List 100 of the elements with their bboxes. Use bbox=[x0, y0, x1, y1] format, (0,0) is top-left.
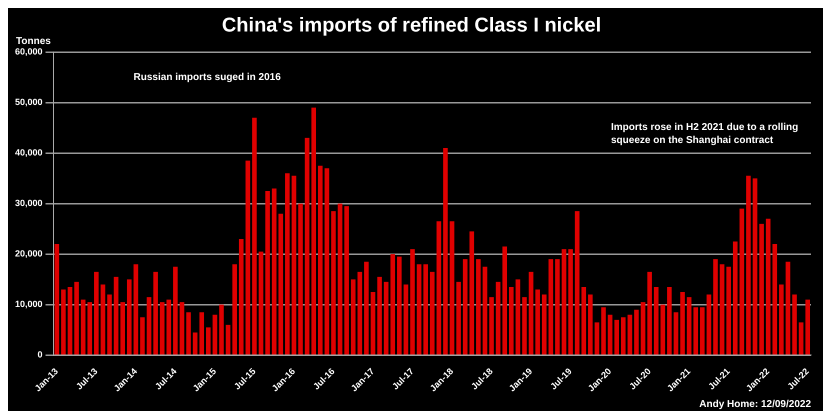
bar bbox=[450, 221, 454, 354]
annotation: Imports rose in H2 2021 due to a rolling squeeze on the Shanghai contract bbox=[611, 122, 798, 146]
bar bbox=[153, 272, 158, 354]
bar bbox=[350, 279, 356, 354]
bar bbox=[344, 206, 349, 354]
bar bbox=[779, 284, 784, 354]
bar bbox=[798, 322, 804, 354]
bar bbox=[594, 322, 600, 354]
bar bbox=[562, 249, 566, 354]
bar bbox=[232, 264, 237, 354]
y-axis-title: Tonnes bbox=[16, 36, 52, 47]
bar bbox=[397, 256, 402, 354]
bar bbox=[278, 214, 284, 354]
bar bbox=[805, 300, 810, 354]
bar bbox=[87, 302, 92, 354]
bar bbox=[61, 290, 66, 354]
bar bbox=[667, 286, 672, 354]
bar bbox=[555, 259, 560, 354]
bar bbox=[258, 252, 264, 354]
bar bbox=[120, 302, 125, 354]
y-tick-label: 50,000 bbox=[14, 97, 43, 108]
bar bbox=[54, 244, 60, 354]
bar bbox=[766, 218, 770, 354]
bar bbox=[114, 276, 118, 354]
bar bbox=[173, 266, 178, 354]
bar bbox=[436, 221, 442, 354]
bar bbox=[516, 279, 520, 354]
bar bbox=[608, 314, 612, 354]
bar bbox=[384, 282, 388, 354]
chart-title: China's imports of refined Class I nickel bbox=[222, 14, 602, 37]
y-tick-label: 0 bbox=[38, 350, 43, 360]
bar bbox=[720, 264, 724, 354]
bar bbox=[496, 282, 500, 354]
bar bbox=[713, 259, 718, 354]
bar bbox=[462, 259, 468, 354]
bar bbox=[706, 294, 712, 354]
bar bbox=[430, 272, 435, 354]
bar bbox=[548, 259, 554, 354]
bar bbox=[693, 307, 698, 354]
bar bbox=[212, 314, 218, 354]
bar bbox=[80, 300, 86, 354]
bar bbox=[759, 224, 764, 354]
bar bbox=[238, 238, 244, 354]
bar bbox=[370, 292, 376, 354]
bar bbox=[206, 327, 211, 354]
bar bbox=[772, 244, 778, 354]
y-tick-label: 10,000 bbox=[14, 299, 43, 310]
bar bbox=[298, 204, 303, 354]
bar bbox=[292, 176, 296, 354]
bar bbox=[614, 320, 619, 354]
bar bbox=[581, 286, 586, 354]
bar bbox=[628, 314, 632, 354]
bar bbox=[304, 138, 310, 354]
bar bbox=[324, 168, 330, 354]
y-tick-label: 20,000 bbox=[14, 248, 43, 259]
bar bbox=[522, 297, 527, 354]
bar bbox=[680, 292, 685, 354]
bar bbox=[509, 286, 514, 354]
bar bbox=[528, 272, 534, 354]
bar bbox=[456, 282, 461, 354]
bar bbox=[654, 286, 659, 354]
bar bbox=[686, 297, 692, 354]
bar bbox=[700, 307, 705, 354]
bar bbox=[502, 246, 508, 354]
bar bbox=[364, 262, 369, 354]
bar bbox=[134, 264, 138, 354]
y-tick-label: 30,000 bbox=[14, 198, 43, 208]
bar bbox=[390, 254, 396, 354]
bar bbox=[726, 266, 731, 354]
bar bbox=[192, 332, 198, 354]
bar bbox=[358, 272, 362, 354]
bar bbox=[416, 264, 422, 354]
bar bbox=[74, 282, 79, 354]
bar bbox=[199, 312, 204, 354]
bar bbox=[423, 264, 428, 354]
bar bbox=[535, 290, 540, 354]
bar bbox=[107, 294, 112, 354]
bar bbox=[166, 300, 172, 354]
bar bbox=[601, 307, 606, 354]
bar bbox=[246, 160, 250, 354]
bar bbox=[285, 173, 290, 354]
bar bbox=[647, 272, 652, 354]
bar bbox=[226, 324, 230, 354]
bar bbox=[674, 312, 678, 354]
text: Andy Home: 12/09/2022 bbox=[699, 398, 812, 410]
bar bbox=[94, 272, 99, 354]
bar bbox=[160, 302, 165, 354]
bar bbox=[252, 118, 257, 354]
bar bbox=[620, 317, 626, 354]
bar bbox=[568, 249, 573, 354]
bar bbox=[68, 286, 72, 354]
bar bbox=[311, 108, 316, 354]
bar bbox=[588, 294, 593, 354]
bar bbox=[404, 284, 408, 354]
bar bbox=[272, 188, 276, 354]
bar bbox=[443, 148, 448, 354]
bar bbox=[732, 242, 738, 354]
y-tick-label: 60,000 bbox=[14, 46, 43, 56]
bar bbox=[377, 276, 382, 354]
bar bbox=[740, 208, 744, 354]
